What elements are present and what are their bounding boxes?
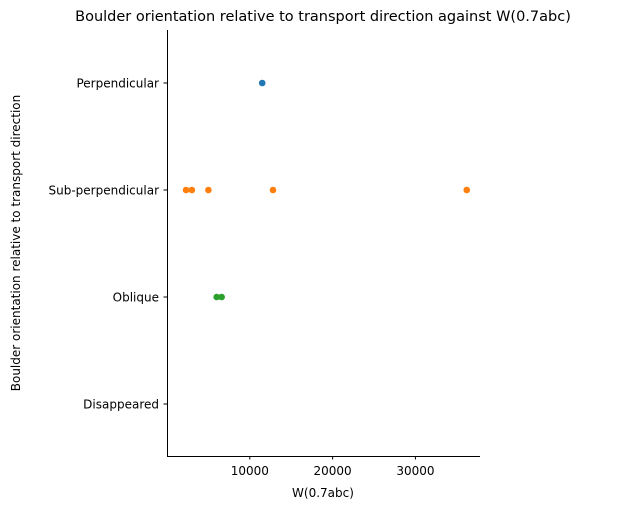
data-point-perpendicular-0 <box>258 79 266 87</box>
y-tick-label-sub-perpendicular: Sub-perpendicular <box>49 184 160 198</box>
data-point-sub-perpendicular-4 <box>269 186 277 194</box>
data-point-sub-perpendicular-5 <box>463 186 471 194</box>
x-axis-label: W(0.7abc) <box>292 486 354 500</box>
x-axis-ticks: 10000 20000 30000 <box>231 456 435 478</box>
y-tick-label-disappeared: Disappeared <box>83 398 159 412</box>
data-point-sub-perpendicular-3 <box>205 186 212 194</box>
data-point-oblique-7 <box>218 293 225 301</box>
data-point-sub-perpendicular-1 <box>182 186 190 194</box>
x-tick-label-20000: 20000 <box>314 464 352 478</box>
data-point-oblique-6 <box>213 293 220 301</box>
x-tick-label-10000: 10000 <box>231 464 269 478</box>
x-tick-label-30000: 30000 <box>396 464 434 478</box>
y-axis-ticks: Perpendicular Sub-perpendicular Oblique Dis… <box>49 77 167 412</box>
y-tick-label-perpendicular: Perpendicular <box>76 77 159 91</box>
data-point-sub-perpendicular-2 <box>188 186 196 194</box>
chart-title: Boulder orientation relative to transpor… <box>75 9 571 25</box>
y-tick-label-oblique: Oblique <box>113 291 159 305</box>
data-points <box>182 79 471 301</box>
y-axis-label: Boulder orientation relative to transpor… <box>9 95 23 392</box>
